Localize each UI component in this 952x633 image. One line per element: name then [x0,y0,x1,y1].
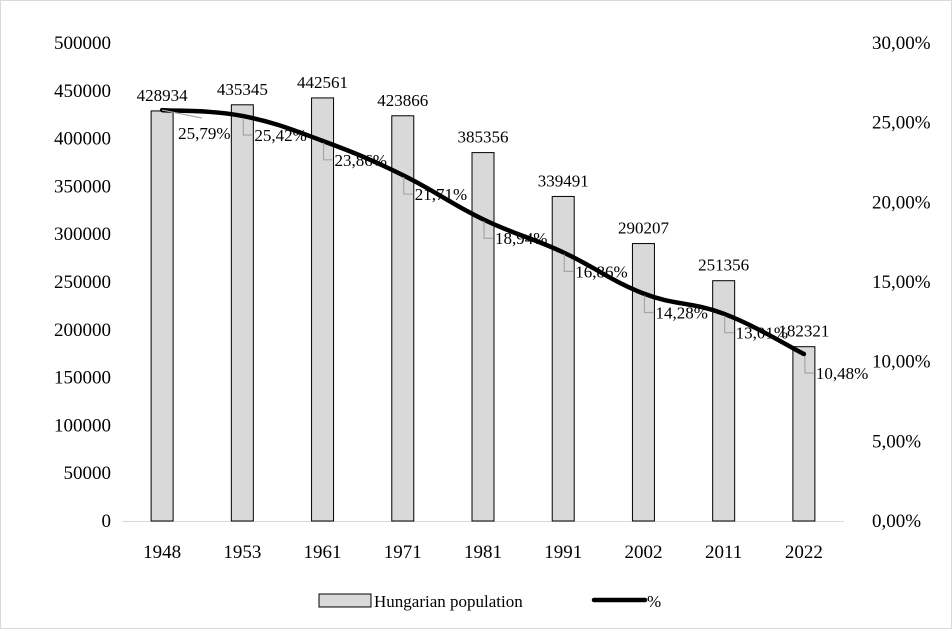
percent-value-label: 23,86% [335,151,387,170]
bar-value-label: 385356 [458,128,509,147]
y-left-tick-label: 150000 [54,368,111,389]
percent-value-label: 18,94% [495,229,547,248]
y-left-tick-label: 200000 [54,320,111,341]
bar-2002 [631,243,655,522]
bar-value-label: 423866 [377,91,428,110]
percent-value-label: 14,28% [655,303,707,322]
axes: 0 50000 100000 150000 200000 250000 300000 3500… [54,33,931,563]
bar-value-label: 182321 [778,322,829,341]
legend-line-label: % [647,592,661,611]
y-left-tick-label: 50000 [64,463,112,484]
percent-value-label: 16,86% [575,262,627,281]
leader-line [322,142,333,161]
percent-value-label: 21,71% [415,185,467,204]
y-left-tick-label: 300000 [54,224,111,245]
leader-line [643,295,654,314]
bar-1991 [551,195,575,522]
line-series [159,107,807,357]
bar-series [150,97,816,522]
x-tick-label: 2002 [624,542,662,563]
x-tick-label: 1961 [304,542,342,563]
leader-line [483,221,493,239]
y-right-tick-label: 15,00% [872,272,931,293]
legend-bar-swatch [318,593,372,608]
bar-value-label: 435345 [217,80,268,99]
x-tick-label: 1953 [223,542,261,563]
bar-value-label: 428934 [137,86,189,105]
percent-value-label: 25,79% [178,124,230,143]
bar-1981 [471,152,495,522]
x-tick-label: 2011 [705,542,742,563]
x-tick-label: 1971 [384,542,422,563]
y-left-tick-label: 0 [102,511,112,532]
bar-1971 [391,115,415,522]
y-right-tick-label: 5,00% [872,431,921,452]
percent-line [159,107,807,357]
y-right-tick-label: 10,00% [872,352,931,373]
x-tick-label: 1991 [544,542,582,563]
leader-line [242,117,253,136]
leader-line [161,109,203,119]
bar-value-label: 290207 [618,219,670,238]
percent-value-label: 25,42% [254,126,306,145]
legend-bar-label: Hungarian population [374,592,523,611]
y-left-tick-label: 100000 [54,415,111,436]
legend: Hungarian population% [318,592,661,611]
data-labels: 428934 435345 442561 423866 385356 339491 2902… [137,73,869,383]
bar-1953 [230,104,254,522]
y-left-tick-label: 400000 [54,129,111,150]
y-left-tick-label: 500000 [54,33,111,54]
bar-1961 [311,97,335,522]
x-tick-label: 1948 [143,542,181,563]
bar-1948 [150,110,174,522]
bar-value-label: 339491 [538,171,589,190]
y-right-tick-label: 20,00% [872,192,931,213]
bar-value-label: 251356 [698,256,749,275]
leader-line [403,177,413,195]
x-tick-label: 1981 [464,542,502,563]
percent-value-label: 10,48% [816,364,868,383]
y-left-tick-label: 450000 [54,81,111,102]
leader-line [724,315,734,334]
y-left-tick-label: 350000 [54,176,111,197]
bar-2022 [792,346,816,522]
leader-line [804,356,814,374]
y-right-tick-label: 0,00% [872,511,921,532]
x-tick-label: 2022 [785,542,823,563]
leader-line [563,254,574,272]
bar-2011 [712,280,736,522]
y-right-tick-label: 25,00% [872,113,931,134]
bar-value-label: 442561 [297,73,348,92]
y-left-tick-label: 250000 [54,272,111,293]
y-right-tick-label: 30,00% [872,33,931,54]
percent-value-label: 13,01% [736,324,788,343]
